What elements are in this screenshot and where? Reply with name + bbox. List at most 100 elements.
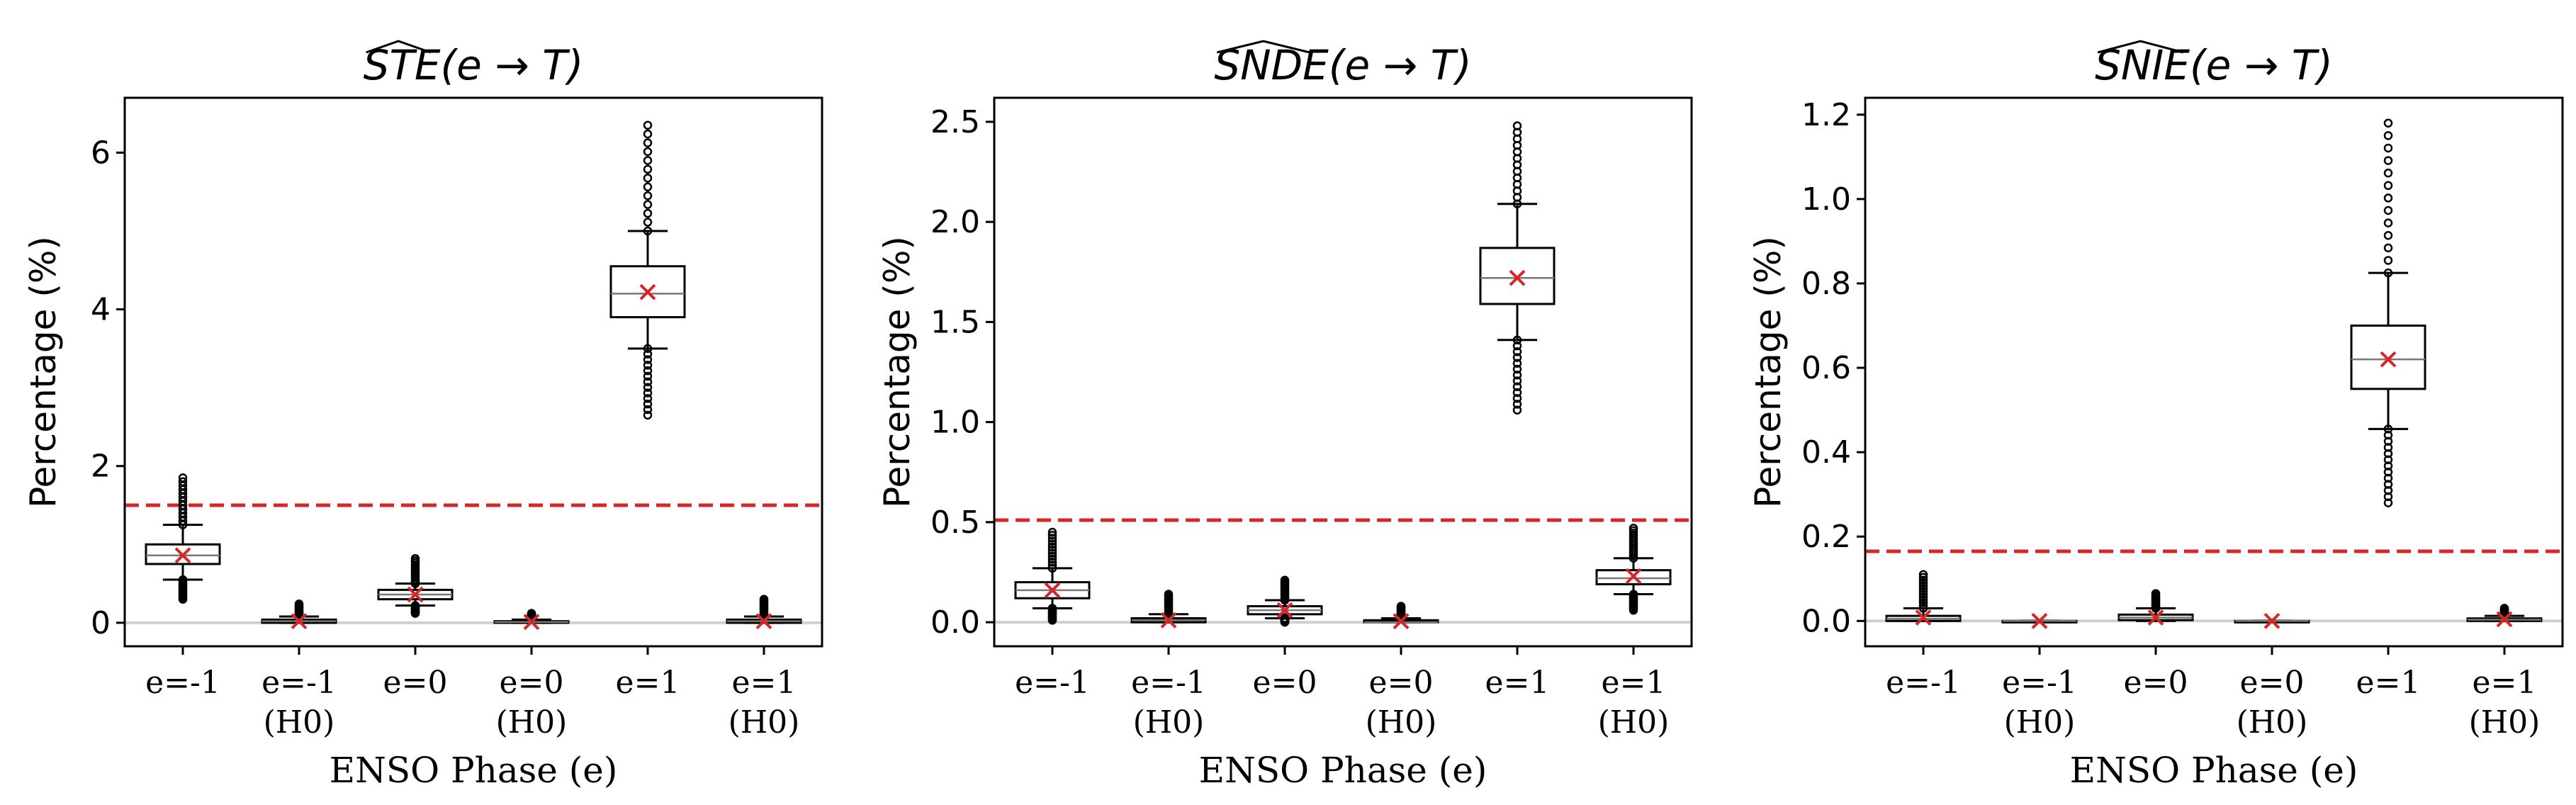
plot-frame xyxy=(1864,96,2564,648)
flier-point xyxy=(1396,602,1406,611)
flier-point xyxy=(2383,461,2393,471)
y-tick-label: 0.2 xyxy=(1801,519,1851,555)
flier-point xyxy=(178,473,188,483)
box-3 xyxy=(2117,589,2194,626)
mean-stroke xyxy=(2263,612,2280,629)
y-tick-label: 0.4 xyxy=(1801,434,1851,471)
flier-point xyxy=(643,388,653,398)
box-6 xyxy=(726,595,802,630)
x-tick-label: e=-1 xyxy=(1886,665,1961,701)
mean-marker xyxy=(1276,602,1293,619)
box-1 xyxy=(1014,527,1091,625)
box-3 xyxy=(377,553,454,618)
flier-point xyxy=(2383,243,2393,253)
flier-point xyxy=(1047,539,1057,549)
x-tick-label-sub: (H0) xyxy=(1366,704,1437,741)
flier-point xyxy=(643,349,653,359)
title-hat xyxy=(366,40,432,54)
plot-frame xyxy=(123,96,823,648)
mean-stroke xyxy=(2147,609,2164,626)
x-tick-label: e=0 xyxy=(1253,665,1317,701)
box-1 xyxy=(1885,570,1962,626)
flier-point xyxy=(2383,256,2393,265)
flier-point xyxy=(1047,558,1057,567)
flier-point xyxy=(2383,492,2393,502)
flier-point xyxy=(2383,498,2393,507)
title-hat xyxy=(1216,40,1310,54)
box-5 xyxy=(609,120,686,420)
flier-point xyxy=(1918,581,1928,590)
flier-point xyxy=(2383,443,2393,452)
flier-point xyxy=(643,394,653,403)
box-6 xyxy=(2466,604,2543,628)
mean-stroke xyxy=(407,586,424,603)
flier-point xyxy=(643,377,653,387)
flier-point xyxy=(759,595,769,604)
flier-point xyxy=(1047,548,1057,558)
flier-point xyxy=(2383,156,2393,165)
y-axis-label: Percentage (%) xyxy=(23,236,64,508)
x-axis-label: ENSO Phase (e) xyxy=(1199,750,1487,791)
box-2 xyxy=(2001,612,2078,629)
flier-point xyxy=(1047,551,1057,561)
flier-point xyxy=(643,182,653,192)
box-2 xyxy=(1130,590,1207,629)
flier-point xyxy=(2383,473,2393,483)
mean-marker xyxy=(2147,609,2164,626)
mean-stroke xyxy=(2380,351,2397,368)
mean-stroke xyxy=(755,613,772,630)
flier-point xyxy=(1918,587,1928,596)
y-tick-label: 1.2 xyxy=(1801,97,1851,133)
flier-point xyxy=(2383,437,2393,446)
box-1 xyxy=(145,473,221,604)
flier-point xyxy=(643,218,653,227)
flier-point xyxy=(1629,524,1638,533)
mean-marker xyxy=(174,547,191,564)
flier-point xyxy=(1512,370,1522,380)
x-tick-label: e=1 xyxy=(2356,665,2421,701)
flier-point xyxy=(1047,536,1057,546)
mean-marker xyxy=(291,613,308,630)
flier-point xyxy=(2383,131,2393,140)
flier-point xyxy=(643,129,653,139)
y-tick-label: 4 xyxy=(91,292,111,328)
box-4 xyxy=(493,609,570,631)
mean-marker xyxy=(523,614,540,631)
flier-point xyxy=(1512,341,1522,351)
flier-point xyxy=(1047,530,1057,540)
mean-stroke xyxy=(1915,609,1932,626)
flier-point xyxy=(527,609,536,618)
flier-point xyxy=(1047,554,1057,564)
y-tick-label: 0.5 xyxy=(930,505,980,541)
fliers xyxy=(643,120,653,420)
mean-stroke xyxy=(1044,582,1061,599)
x-tick-label: e=0 xyxy=(2240,665,2305,701)
x-tick-label: e=0 xyxy=(383,665,448,701)
flier-point xyxy=(2383,168,2393,178)
flier-point xyxy=(1918,570,1928,580)
mean-stroke xyxy=(639,283,656,300)
flier-point xyxy=(178,477,188,487)
x-tick-label: e=-1 xyxy=(145,665,220,701)
flier-point xyxy=(643,410,653,420)
mean-marker xyxy=(755,613,772,630)
mean-marker xyxy=(2380,351,2397,368)
flier-point xyxy=(1512,376,1522,385)
x-tick-label: e=-1 xyxy=(1131,665,1206,701)
flier-point xyxy=(2383,480,2393,489)
flier-point xyxy=(1918,595,1928,604)
x-tick-label: e=-1 xyxy=(261,665,337,701)
chart-title: SNDE(e → T) xyxy=(1214,41,1471,89)
chart-title: SNIE(e → T) xyxy=(2095,41,2333,89)
x-tick-label-sub: (H0) xyxy=(2469,704,2541,741)
flier-point xyxy=(2383,230,2393,240)
flier-point xyxy=(1512,353,1522,362)
mean-marker xyxy=(2031,612,2048,629)
x-tick-label: e=0 xyxy=(2124,665,2188,701)
box-5 xyxy=(2350,118,2426,507)
fliers xyxy=(1629,524,1638,615)
flier-point xyxy=(1512,400,1522,409)
mean-marker xyxy=(2496,611,2513,628)
flier-point xyxy=(1047,527,1057,537)
flier-point xyxy=(178,595,188,604)
